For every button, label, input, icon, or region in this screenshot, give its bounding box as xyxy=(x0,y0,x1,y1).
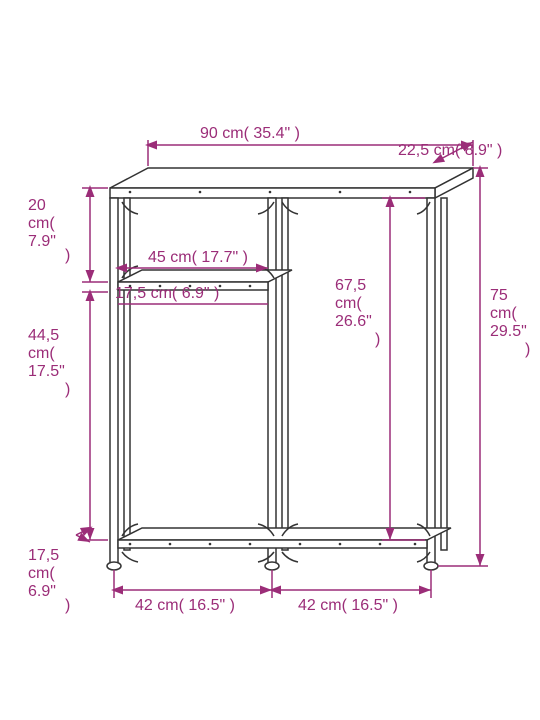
dim-left-20-in: 7.9" xyxy=(28,233,56,250)
dim-bottom-42b: 42 cm( 16.5" ) xyxy=(298,597,398,614)
svg-text:): ) xyxy=(65,597,70,614)
dim-right-675-rest: cm( xyxy=(335,295,362,312)
svg-text:): ) xyxy=(65,381,70,398)
dim-left-20-cm: 20 xyxy=(28,197,46,214)
dim-left-445-cm: 44,5 xyxy=(28,327,59,344)
dim-left-20-rest: cm( xyxy=(28,215,55,232)
dim-left-445-in: 17.5" xyxy=(28,363,65,380)
svg-text:): ) xyxy=(375,331,380,348)
dim-right-675-cm: 67,5 xyxy=(335,277,366,294)
dim-right-75-in: 29.5" xyxy=(490,323,527,340)
furniture-outline xyxy=(107,168,473,570)
dim-right-75-rest: cm( xyxy=(490,305,517,322)
dim-left-175-in: 6.9" xyxy=(28,583,56,600)
dim-left-175-rest: cm( xyxy=(28,565,55,582)
dim-right-675-in: 26.6" xyxy=(335,313,372,330)
dim-left-175-cm: 17,5 xyxy=(28,547,59,564)
svg-text:): ) xyxy=(525,341,530,358)
svg-text:): ) xyxy=(65,247,70,264)
dim-bottom-42a: 42 cm( 16.5" ) xyxy=(135,597,235,614)
dim-mid-45: 45 cm( 17.7" ) xyxy=(148,249,248,266)
dim-mid-175: 17,5 cm( 6.9" ) xyxy=(115,285,219,302)
dim-left-445-rest: cm( xyxy=(28,345,55,362)
dimension-diagram: 90 cm( 35.4" ) 22,5 cm( 8.9" ) 20 cm( 7.… xyxy=(0,0,540,720)
dim-top-width: 90 cm( 35.4" ) xyxy=(200,125,300,142)
dim-top-depth: 22,5 cm( 8.9" ) xyxy=(398,142,502,159)
dim-right-75-cm: 75 xyxy=(490,287,508,304)
